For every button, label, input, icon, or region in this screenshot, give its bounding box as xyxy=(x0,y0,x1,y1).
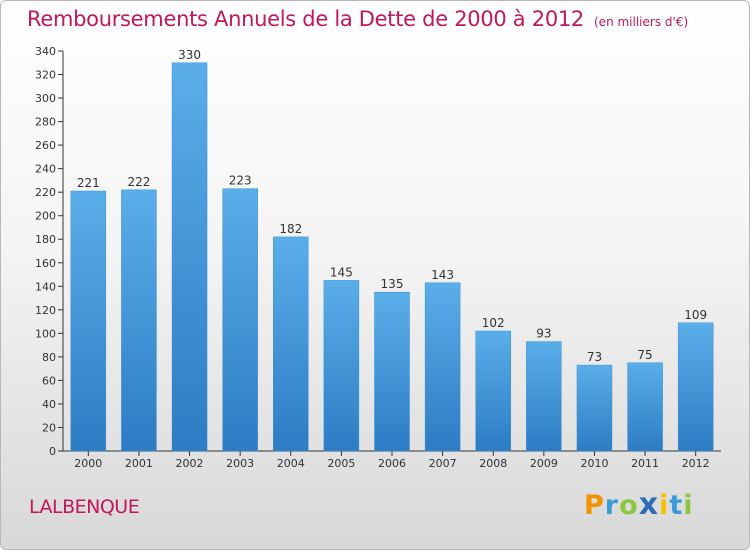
x-tick-label-2004: 2004 xyxy=(277,457,305,470)
title-line: Remboursements Annuels de la Dette de 20… xyxy=(27,7,688,31)
data-label-2007: 143 xyxy=(431,268,454,282)
data-label-2001: 222 xyxy=(127,175,150,189)
x-tick-label-2009: 2009 xyxy=(530,457,558,470)
x-tick-label-2000: 2000 xyxy=(74,457,102,470)
y-tick-label: 260 xyxy=(35,139,56,152)
x-axis: 2000 2001 2002 2003 2004 2005 2006 2007 2008 2009… xyxy=(63,450,721,470)
chart-title: Remboursements Annuels de la Dette de 20… xyxy=(27,7,584,31)
x-tick-label-2006: 2006 xyxy=(378,457,406,470)
logo-letter: x xyxy=(638,487,660,522)
bar-2010 xyxy=(576,364,613,452)
logo-letter: P xyxy=(584,490,605,521)
bar-2012 xyxy=(677,322,714,452)
data-label-2002: 330 xyxy=(178,48,201,62)
bars xyxy=(70,62,714,452)
logo-letter: i xyxy=(659,490,670,521)
x-tick-label-2003: 2003 xyxy=(226,457,254,470)
data-label-2011: 75 xyxy=(637,348,652,362)
data-label-2009: 93 xyxy=(536,327,551,341)
y-tick-label: 60 xyxy=(42,374,56,387)
y-axis: 0 20 40 60 80 100 120 140 160 180 200 220 240 260 280 3… xyxy=(35,45,64,458)
logo-letter: t xyxy=(669,490,684,521)
data-label-2010: 73 xyxy=(587,350,602,364)
data-label-2000: 221 xyxy=(77,176,100,190)
bar-2002 xyxy=(171,62,208,452)
y-tick-label: 140 xyxy=(35,280,56,293)
y-tick-label: 200 xyxy=(35,210,56,223)
bar-2007 xyxy=(424,282,461,452)
data-label-2004: 182 xyxy=(279,222,302,236)
y-tick-label: 280 xyxy=(35,116,56,129)
y-tick-label: 20 xyxy=(42,421,56,434)
y-tick-label: 220 xyxy=(35,186,56,199)
y-tick-label: 160 xyxy=(35,257,56,270)
chart-unit: (en milliers d'€) xyxy=(594,15,689,29)
x-tick-label-2005: 2005 xyxy=(327,457,355,470)
y-tick-label: 240 xyxy=(35,163,56,176)
bar-2001 xyxy=(121,189,157,452)
bar-2004 xyxy=(273,236,309,452)
x-tick-label-2010: 2010 xyxy=(580,457,608,470)
data-label-2008: 102 xyxy=(482,316,505,330)
data-labels: 221 222 330 223 182 145 135 143 102 93 73 75 109 xyxy=(77,48,707,364)
y-tick-label: 340 xyxy=(35,45,56,58)
x-tick-label-2008: 2008 xyxy=(479,457,507,470)
bar-2009 xyxy=(526,341,562,452)
bar-2011 xyxy=(627,362,663,452)
y-tick-label: 40 xyxy=(42,398,56,411)
bar-2003 xyxy=(222,188,258,452)
y-tick-label: 320 xyxy=(35,69,56,82)
bar-2008 xyxy=(475,330,511,452)
y-tick-label: 180 xyxy=(35,233,56,246)
x-tick-label-2001: 2001 xyxy=(125,457,153,470)
data-label-2012: 109 xyxy=(684,308,707,322)
logo-letter: r xyxy=(604,490,620,521)
y-tick-label: 80 xyxy=(42,351,56,364)
y-tick-label: 0 xyxy=(49,445,56,458)
bar-2006 xyxy=(374,291,410,452)
y-tick-label: 120 xyxy=(35,304,56,317)
proxiti-logo: Proxiti xyxy=(584,487,694,522)
data-label-2005: 145 xyxy=(330,265,353,279)
x-tick-label-2007: 2007 xyxy=(429,457,457,470)
y-tick-label: 300 xyxy=(35,92,56,105)
data-label-2006: 135 xyxy=(381,277,404,291)
bar-2005 xyxy=(323,280,360,452)
logo-letter: o xyxy=(619,490,639,521)
commune-name: LALBENQUE xyxy=(29,496,140,518)
x-tick-label-2012: 2012 xyxy=(682,457,710,470)
data-label-2003: 223 xyxy=(229,174,252,188)
logo-letter: i xyxy=(683,490,694,521)
y-tick-label: 100 xyxy=(35,327,56,340)
x-tick-label-2011: 2011 xyxy=(631,457,659,470)
bar-2000 xyxy=(70,190,107,452)
x-tick-label-2002: 2002 xyxy=(176,457,204,470)
